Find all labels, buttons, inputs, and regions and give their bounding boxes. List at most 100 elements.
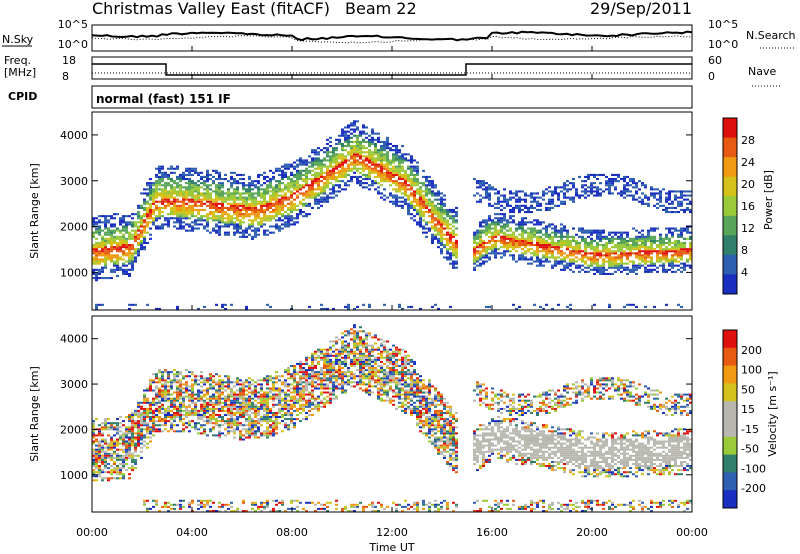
power-cell — [224, 233, 227, 236]
power-cell — [599, 233, 602, 236]
power-cell — [395, 198, 398, 201]
power-cell — [152, 194, 155, 197]
power-cell — [161, 223, 164, 226]
power-cell — [413, 208, 416, 211]
power-cell — [365, 186, 368, 189]
power-cell — [497, 231, 500, 234]
power-cell — [527, 235, 530, 238]
power-cell — [344, 155, 347, 158]
velocity-cell — [149, 426, 152, 429]
power-cell — [278, 211, 281, 214]
power-cell — [620, 270, 623, 273]
power-cell — [686, 250, 689, 253]
power-cell — [230, 303, 233, 306]
power-cell — [110, 268, 113, 271]
velocity-cell — [149, 440, 152, 443]
power-cell — [374, 175, 377, 178]
power-cell — [305, 178, 308, 181]
power-cell — [524, 211, 527, 214]
power-cell — [332, 307, 335, 310]
power-cell — [488, 252, 491, 255]
power-cell — [410, 204, 413, 207]
power-cell — [203, 215, 206, 218]
velocity-cell — [170, 397, 173, 400]
power-cell — [305, 171, 308, 174]
power-cell — [563, 268, 566, 271]
velocity-cell — [116, 454, 119, 457]
power-cell — [512, 237, 515, 240]
power-cell — [608, 231, 611, 234]
velocity-cell — [179, 389, 182, 392]
power-cell — [578, 248, 581, 251]
power-cell — [251, 223, 254, 226]
power-cell — [293, 192, 296, 195]
power-cell — [494, 192, 497, 195]
power-cell — [623, 239, 626, 242]
power-cell — [599, 239, 602, 242]
power-cell — [632, 246, 635, 249]
power-cell — [149, 233, 152, 236]
power-cell — [278, 229, 281, 232]
power-cell — [188, 184, 191, 187]
power-cell — [305, 213, 308, 216]
power-cell — [602, 268, 605, 271]
power-cell — [530, 229, 533, 232]
power-cell — [572, 182, 575, 185]
power-cell — [569, 303, 572, 306]
power-cell — [194, 200, 197, 203]
power-cell — [401, 188, 404, 191]
power-cell — [197, 186, 200, 189]
power-cell — [215, 231, 218, 234]
power-cell — [140, 204, 143, 207]
power-cell — [683, 208, 686, 211]
power-cell — [683, 190, 686, 193]
velocity-cell — [206, 510, 209, 512]
power-cell — [374, 188, 377, 191]
velocity-cell — [188, 395, 191, 398]
power-cell — [212, 204, 215, 207]
power-cell — [605, 256, 608, 259]
power-cell — [671, 256, 674, 259]
velocity-cell — [143, 407, 146, 410]
power-cell — [494, 188, 497, 191]
power-cell — [455, 219, 458, 222]
power-cell — [584, 229, 587, 232]
velocity-cell — [146, 442, 149, 445]
noise-left-tick-bottom: 10^0 — [58, 38, 88, 51]
power-cell — [206, 213, 209, 216]
velocity-cell — [134, 467, 137, 470]
power-cell — [245, 229, 248, 232]
power-cell — [539, 223, 542, 226]
power-cell — [272, 208, 275, 211]
power-cell — [575, 260, 578, 263]
power-cell — [176, 204, 179, 207]
velocity-cell — [113, 461, 116, 463]
power-cell — [182, 192, 185, 195]
power-cell — [365, 173, 368, 176]
velocity-cell — [164, 414, 167, 416]
power-cell — [218, 190, 221, 193]
power-cell — [617, 250, 620, 253]
power-cell — [125, 227, 128, 230]
velocity-cell — [197, 409, 200, 412]
power-cell — [452, 244, 455, 247]
power-cell — [92, 217, 95, 220]
power-cell — [596, 186, 599, 189]
power-cell — [326, 184, 329, 187]
power-cell — [125, 246, 128, 249]
power-cell — [257, 182, 260, 185]
power-cell — [179, 219, 182, 222]
power-cell — [650, 262, 653, 265]
power-cell — [482, 254, 485, 257]
power-cell — [284, 225, 287, 228]
power-cell — [194, 171, 197, 174]
power-cell — [623, 244, 626, 247]
power-cell — [536, 221, 539, 224]
power-cell — [164, 186, 167, 189]
power-cell — [164, 196, 167, 199]
power-cell — [137, 237, 140, 240]
power-cell — [551, 246, 554, 249]
power-cell — [149, 178, 152, 181]
power-cell — [140, 192, 143, 195]
power-cell — [590, 260, 593, 263]
